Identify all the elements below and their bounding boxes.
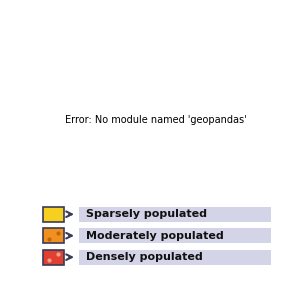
FancyBboxPatch shape (79, 228, 271, 243)
Text: Sparsely populated: Sparsely populated (86, 209, 207, 219)
Text: Error: No module named 'geopandas': Error: No module named 'geopandas' (65, 115, 247, 125)
FancyBboxPatch shape (79, 207, 271, 222)
FancyBboxPatch shape (43, 228, 64, 243)
FancyBboxPatch shape (43, 207, 64, 222)
Text: Moderately populated: Moderately populated (86, 231, 224, 241)
FancyBboxPatch shape (79, 250, 271, 265)
FancyBboxPatch shape (43, 250, 64, 265)
Text: Densely populated: Densely populated (86, 252, 203, 262)
